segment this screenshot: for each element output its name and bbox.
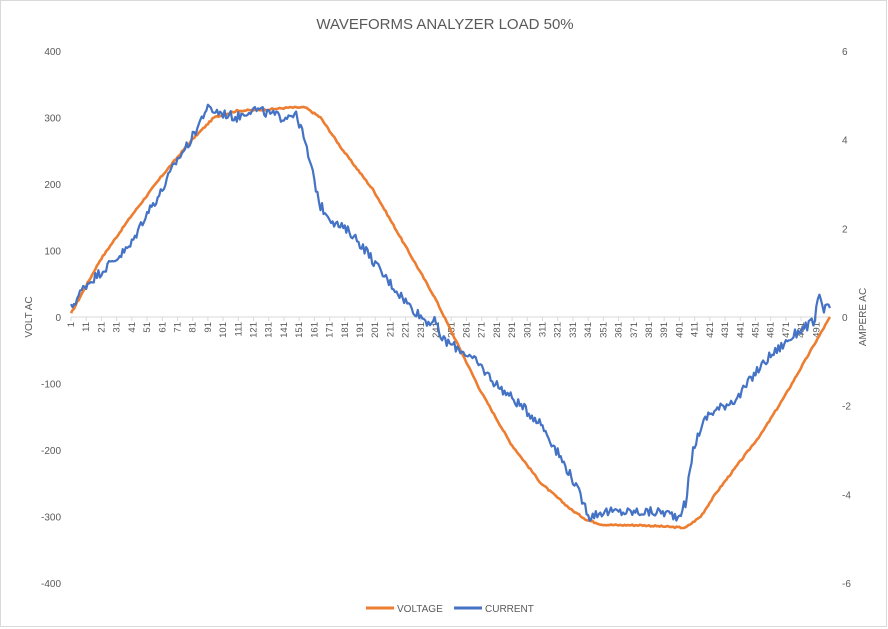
y-tick-label: 300 [44, 114, 61, 125]
x-tick-label: 61 [157, 322, 168, 333]
x-tick-label: 81 [188, 322, 199, 333]
x-tick-label: 41 [127, 322, 138, 333]
x-tick-label: 321 [553, 322, 564, 338]
y-tick-label: 0 [55, 313, 61, 324]
x-tick-label: 411 [690, 322, 701, 337]
series-group [69, 103, 832, 530]
x-tick-label: 221 [401, 322, 412, 338]
x-tick-label: 361 [614, 322, 625, 338]
y2-tick-label: -6 [842, 579, 851, 590]
x-tick-label: 261 [461, 322, 472, 338]
x-tick-label: 341 [583, 322, 594, 338]
x-tick-label: 351 [598, 322, 609, 338]
x-tick-label: 121 [249, 322, 260, 338]
y2-tick-label: 2 [842, 224, 848, 235]
x-tick-label: 271 [477, 322, 488, 338]
x-tick-label: 281 [492, 322, 503, 338]
x-tick-label: 301 [522, 322, 533, 338]
x-tick-label: 451 [750, 322, 761, 338]
y2-tick-label: 6 [842, 47, 848, 58]
x-tick-label: 11 [81, 322, 92, 332]
x-tick-label: 71 [172, 322, 183, 333]
x-tick-label: 211 [385, 322, 396, 337]
series-line-voltage [69, 105, 832, 530]
x-tick-label: 241 [431, 322, 442, 338]
y-axis-title: VOLT AC [24, 296, 35, 337]
x-tick-label: 491 [811, 322, 822, 338]
x-tick-label: 111 [233, 322, 244, 336]
y-tick-label: -300 [41, 513, 61, 524]
series-line-current [70, 103, 832, 522]
x-tick-label: 401 [674, 322, 685, 338]
x-tick-label: 441 [735, 322, 746, 338]
y-tick-label: 200 [44, 180, 61, 191]
legend-label-current: CURRENT [485, 604, 534, 615]
x-tick-label: 231 [416, 322, 427, 338]
x-tick-label: 21 [96, 322, 107, 333]
x-tick-label: 201 [370, 322, 381, 338]
y-tick-label: -200 [41, 446, 61, 457]
x-tick-label: 171 [325, 322, 336, 338]
x-tick-label: 331 [568, 322, 579, 338]
x-tick-label: 141 [279, 322, 290, 338]
legend: VOLTAGE CURRENT [366, 604, 534, 615]
x-tick-label: 31 [112, 322, 123, 333]
y-tick-label: -100 [41, 380, 61, 391]
y-tick-label: -400 [41, 579, 61, 590]
x-tick-label: 431 [720, 322, 731, 338]
x-tick-label: 191 [355, 322, 366, 338]
x-tick-label: 391 [659, 322, 670, 338]
x-tick-label: 381 [644, 322, 655, 338]
legend-label-voltage: VOLTAGE [397, 604, 443, 615]
y2-tick-label: -4 [842, 490, 851, 501]
y2-tick-label: -2 [842, 402, 851, 413]
x-tick-label: 311 [538, 322, 549, 337]
x-tick-label: 1 [66, 322, 77, 327]
x-tick-label: 461 [766, 322, 777, 338]
x-tick-label: 131 [264, 322, 275, 338]
x-tick-label: 371 [629, 322, 640, 338]
x-tick-label: 161 [309, 322, 320, 338]
x-tick-label: 421 [705, 322, 716, 338]
y-tick-label: 100 [44, 247, 61, 258]
y2-tick-label: 0 [842, 313, 848, 324]
x-tick-label: 291 [507, 322, 518, 338]
x-tick-label: 151 [294, 322, 305, 338]
y2-axis-title: AMPERE AC [858, 288, 869, 346]
x-tick-label: 181 [340, 322, 351, 338]
x-tick-label: 471 [781, 322, 792, 338]
y-tick-label: 400 [44, 47, 61, 58]
x-tick-label: 91 [203, 322, 214, 333]
x-tick-label: 101 [218, 322, 229, 338]
x-tick-label: 51 [142, 322, 153, 333]
y2-tick-label: 4 [842, 136, 848, 147]
chart-title: WAVEFORMS ANALYZER LOAD 50% [316, 16, 573, 33]
